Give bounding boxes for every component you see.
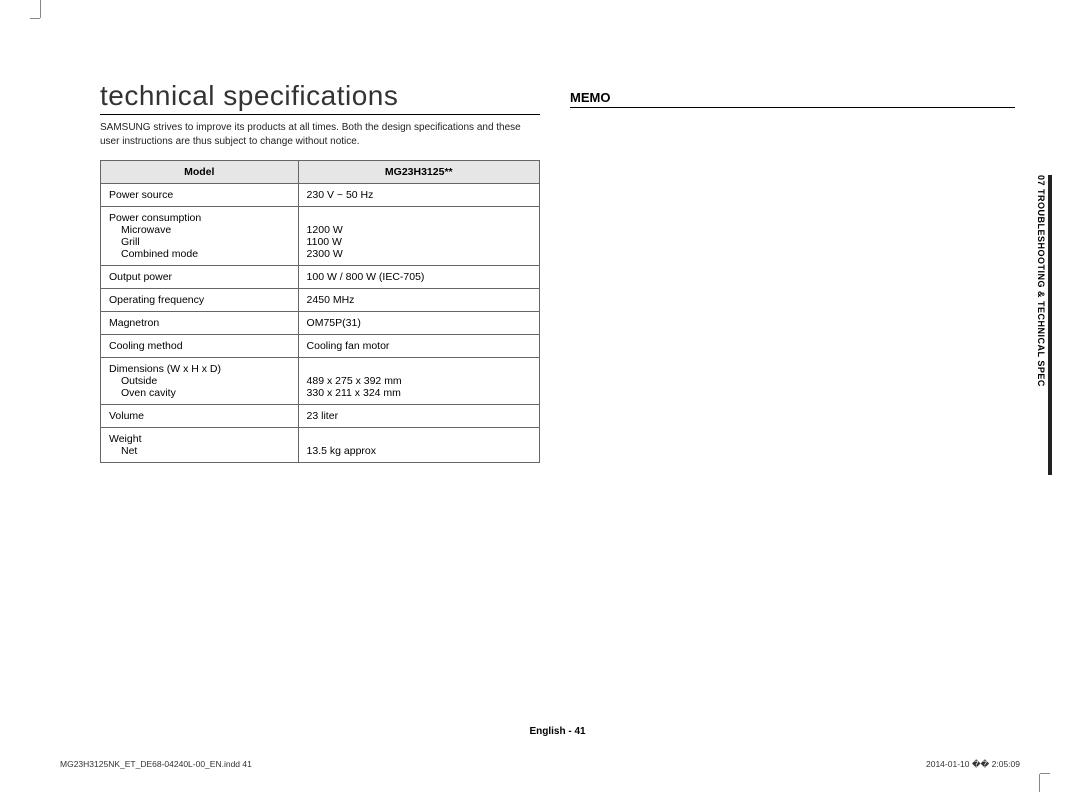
print-date: 2014-01-10 �� 2:05:09 [926,759,1020,770]
intro-text: SAMSUNG strives to improve its products … [100,121,540,148]
spec-value-cell: OM75P(31) [298,312,539,335]
spec-value-cell: 13.5 kg approx [298,428,539,463]
crop-mark [1039,774,1040,792]
spec-value-cell: 230 V ~ 50 Hz [298,184,539,207]
table-row: Volume23 liter [101,405,540,428]
tab-label: 07 TROUBLESHOOTING & TECHNICAL SPEC [1036,175,1046,387]
page-title: technical specifications [100,80,540,115]
spec-value-cell: 1200 W1100 W2300 W [298,207,539,266]
table-row: WeightNet 13.5 kg approx [101,428,540,463]
table-row: Operating frequency2450 MHz [101,289,540,312]
spec-label-cell: Output power [101,266,299,289]
table-row: MagnetronOM75P(31) [101,312,540,335]
print-metadata: MG23H3125NK_ET_DE68-04240L-00_EN.indd 41… [60,759,1020,770]
spec-label-cell: Magnetron [101,312,299,335]
spec-value-cell: 23 liter [298,405,539,428]
table-row: Power consumptionMicrowaveGrillCombined … [101,207,540,266]
spec-label-cell: Cooling method [101,335,299,358]
table-header-model: Model [101,161,299,184]
table-row: Cooling methodCooling fan motor [101,335,540,358]
table-header-value: MG23H3125** [298,161,539,184]
page-content: technical specifications SAMSUNG strives… [100,80,1015,463]
spec-label-cell: WeightNet [101,428,299,463]
right-column: MEMO [570,80,1015,463]
spec-value-cell: 2450 MHz [298,289,539,312]
spec-table: Model MG23H3125** Power source230 V ~ 50… [100,160,540,463]
spec-label-cell: Volume [101,405,299,428]
table-row: Power source230 V ~ 50 Hz [101,184,540,207]
table-row: Dimensions (W x H x D)OutsideOven cavity… [101,358,540,405]
table-row: Output power100 W / 800 W (IEC-705) [101,266,540,289]
spec-value-cell: Cooling fan motor [298,335,539,358]
left-column: technical specifications SAMSUNG strives… [100,80,540,463]
spec-label-cell: Operating frequency [101,289,299,312]
spec-value-cell: 489 x 275 x 392 mm330 x 211 x 324 mm [298,358,539,405]
page-footer: English - 41 [100,726,1015,737]
memo-heading: MEMO [570,90,1015,108]
crop-mark [30,18,40,19]
crop-mark [1040,773,1050,774]
spec-label-cell: Power consumptionMicrowaveGrillCombined … [101,207,299,266]
section-tab: 07 TROUBLESHOOTING & TECHNICAL SPEC [1036,175,1052,475]
spec-value-cell: 100 W / 800 W (IEC-705) [298,266,539,289]
spec-label-cell: Power source [101,184,299,207]
spec-label-cell: Dimensions (W x H x D)OutsideOven cavity [101,358,299,405]
print-file: MG23H3125NK_ET_DE68-04240L-00_EN.indd 41 [60,759,252,770]
crop-mark [40,0,41,18]
tab-bar [1048,175,1052,475]
